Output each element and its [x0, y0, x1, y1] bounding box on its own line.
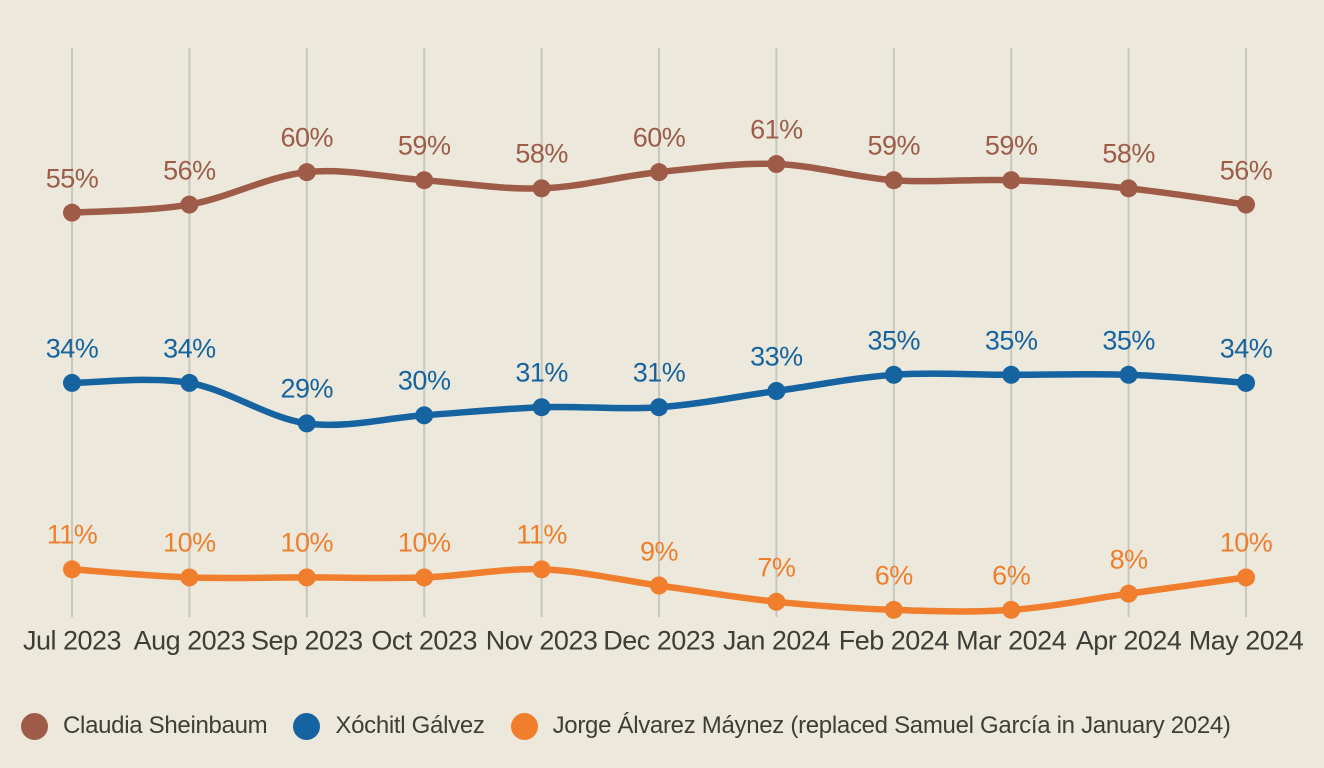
value-label-xochitl-galvez: 31%: [632, 357, 686, 388]
x-axis-label-jul-2023: Jul 2023: [22, 625, 122, 656]
data-point-claudia-sheinbaum: [415, 171, 434, 190]
legend-item-jorge-alvarez-maynez: Jorge Álvarez Máynez (replaced Samuel Ga…: [510, 712, 1231, 740]
legend-swatch-icon: [510, 712, 538, 740]
data-point-jorge-alvarez-maynez: [1237, 568, 1255, 587]
x-axis-label-feb-2024: Feb 2024: [838, 625, 950, 656]
value-label-xochitl-galvez: 29%: [280, 373, 334, 404]
data-point-jorge-alvarez-maynez: [297, 568, 316, 587]
value-label-claudia-sheinbaum: 59%: [984, 130, 1038, 161]
data-point-xochitl-galvez: [767, 382, 786, 401]
value-label-xochitl-galvez: 34%: [163, 333, 216, 364]
value-label-xochitl-galvez: 35%: [984, 325, 1038, 356]
value-label-claudia-sheinbaum: 58%: [1102, 138, 1155, 169]
value-label-jorge-alvarez-maynez: 10%: [397, 527, 451, 558]
chart-legend: Claudia Sheinbaum Xóchitl Gálvez Jorge Álv…: [21, 706, 1231, 746]
value-label-jorge-alvarez-maynez: 10%: [280, 527, 334, 558]
value-label-jorge-alvarez-maynez: 8%: [1109, 544, 1149, 575]
value-label-xochitl-galvez: 34%: [45, 333, 99, 364]
data-point-jorge-alvarez-maynez: [63, 560, 81, 579]
value-label-claudia-sheinbaum: 56%: [163, 155, 216, 186]
value-label-claudia-sheinbaum: 56%: [1219, 155, 1273, 186]
data-point-xochitl-galvez: [63, 373, 81, 392]
data-point-claudia-sheinbaum: [1237, 195, 1255, 214]
data-point-claudia-sheinbaum: [1002, 171, 1021, 190]
legend-label: Xóchitl Gálvez: [335, 712, 485, 739]
value-label-jorge-alvarez-maynez: 6%: [874, 560, 914, 591]
legend-swatch-icon: [293, 712, 321, 740]
data-point-jorge-alvarez-maynez: [1119, 584, 1138, 603]
data-point-claudia-sheinbaum: [884, 171, 903, 190]
x-axis-label-sep-2023: Sep 2023: [250, 625, 363, 656]
data-point-xochitl-galvez: [884, 365, 903, 384]
data-point-xochitl-galvez: [1119, 365, 1138, 384]
legend-item-claudia-sheinbaum: Claudia Sheinbaum: [21, 712, 268, 740]
value-label-xochitl-galvez: 31%: [515, 357, 568, 388]
data-point-claudia-sheinbaum: [650, 163, 668, 182]
data-point-claudia-sheinbaum: [297, 163, 316, 182]
data-point-jorge-alvarez-maynez: [650, 576, 668, 595]
data-point-jorge-alvarez-maynez: [532, 560, 551, 579]
value-label-jorge-alvarez-maynez: 10%: [163, 527, 216, 558]
value-label-xochitl-galvez: 34%: [1219, 333, 1273, 364]
data-point-xochitl-galvez: [650, 398, 668, 417]
x-axis-label-may-2024: May 2024: [1188, 625, 1304, 656]
value-label-jorge-alvarez-maynez: 7%: [757, 552, 796, 583]
value-label-claudia-sheinbaum: 59%: [397, 130, 451, 161]
value-label-claudia-sheinbaum: 55%: [45, 163, 99, 194]
value-label-jorge-alvarez-maynez: 10%: [1219, 527, 1273, 558]
value-label-claudia-sheinbaum: 60%: [632, 122, 686, 153]
data-point-xochitl-galvez: [1002, 365, 1021, 384]
value-label-xochitl-galvez: 35%: [1102, 325, 1155, 356]
legend-label: Claudia Sheinbaum: [63, 712, 268, 739]
data-point-xochitl-galvez: [180, 373, 199, 392]
value-label-jorge-alvarez-maynez: 6%: [992, 560, 1031, 591]
value-label-claudia-sheinbaum: 61%: [750, 114, 803, 145]
legend-swatch-icon: [21, 712, 48, 740]
x-axis-label-dec-2023: Dec 2023: [603, 625, 715, 656]
x-axis-label-aug-2023: Aug 2023: [133, 625, 246, 656]
legend-label: Jorge Álvarez Máynez (replaced Samuel Ga…: [552, 712, 1231, 739]
value-label-jorge-alvarez-maynez: 11%: [516, 519, 567, 550]
x-axis-label-jan-2024: Jan 2024: [722, 625, 831, 656]
legend-item-xochitl-galvez: Xóchitl Gálvez: [293, 712, 485, 740]
value-label-jorge-alvarez-maynez: 9%: [639, 536, 679, 567]
data-point-xochitl-galvez: [415, 406, 434, 425]
x-axis-label-apr-2024: Apr 2024: [1075, 625, 1182, 656]
x-axis-label-nov-2023: Nov 2023: [485, 625, 598, 656]
data-point-jorge-alvarez-maynez: [1002, 600, 1021, 619]
value-label-claudia-sheinbaum: 58%: [515, 138, 568, 169]
value-label-jorge-alvarez-maynez: 11%: [46, 519, 98, 550]
data-point-claudia-sheinbaum: [180, 195, 199, 214]
data-point-jorge-alvarez-maynez: [884, 600, 903, 619]
value-label-claudia-sheinbaum: 60%: [280, 122, 334, 153]
data-point-xochitl-galvez: [297, 414, 316, 433]
value-label-xochitl-galvez: 33%: [750, 341, 803, 372]
data-point-claudia-sheinbaum: [767, 155, 786, 174]
data-point-claudia-sheinbaum: [1119, 179, 1138, 198]
value-label-xochitl-galvez: 35%: [867, 325, 921, 356]
value-label-claudia-sheinbaum: 59%: [867, 130, 921, 161]
data-point-xochitl-galvez: [1237, 373, 1255, 392]
data-point-jorge-alvarez-maynez: [767, 592, 786, 611]
data-point-claudia-sheinbaum: [532, 179, 551, 198]
data-point-claudia-sheinbaum: [63, 203, 81, 222]
data-point-jorge-alvarez-maynez: [180, 568, 199, 587]
data-point-jorge-alvarez-maynez: [415, 568, 434, 587]
x-axis-label-oct-2023: Oct 2023: [371, 625, 477, 656]
x-axis-label-mar-2024: Mar 2024: [956, 625, 1067, 656]
value-label-xochitl-galvez: 30%: [397, 365, 451, 396]
data-point-xochitl-galvez: [532, 398, 551, 417]
